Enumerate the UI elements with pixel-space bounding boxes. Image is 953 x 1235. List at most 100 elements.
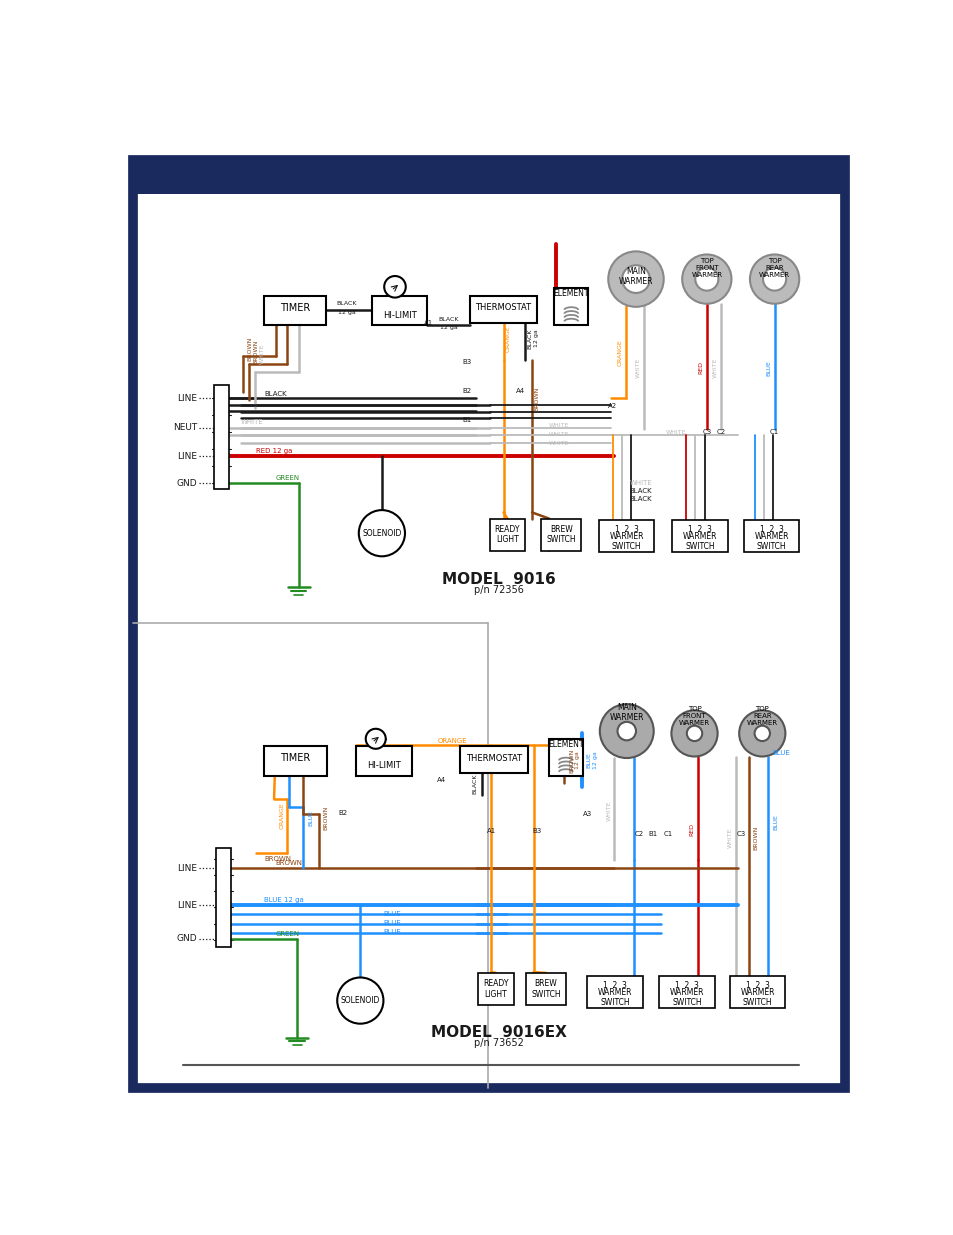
Text: READY
LIGHT: READY LIGHT — [482, 979, 508, 999]
Text: WHITE: WHITE — [259, 343, 264, 364]
Bar — [133, 159, 843, 194]
Bar — [587, 976, 642, 1008]
Circle shape — [754, 726, 769, 741]
Text: B3: B3 — [461, 359, 471, 366]
Text: THERMOSTAT: THERMOSTAT — [475, 303, 531, 312]
Text: LINE: LINE — [177, 452, 197, 461]
Text: A1: A1 — [486, 829, 496, 834]
Text: WARMER
SWITCH: WARMER SWITCH — [669, 988, 703, 1008]
Circle shape — [608, 252, 663, 306]
Text: BLUE: BLUE — [383, 929, 401, 935]
Text: C2: C2 — [716, 430, 724, 435]
Text: GND: GND — [176, 479, 197, 488]
Text: WHITE: WHITE — [548, 422, 569, 427]
Bar — [477, 973, 513, 1005]
Bar — [729, 976, 784, 1008]
Text: p/n 73652: p/n 73652 — [474, 1037, 523, 1049]
Text: BROWN: BROWN — [568, 748, 574, 773]
Text: BLUE: BLUE — [383, 910, 401, 916]
Text: RED: RED — [689, 824, 694, 836]
Circle shape — [336, 977, 383, 1024]
Text: BROWN: BROWN — [247, 336, 252, 361]
Text: THERMOSTAT: THERMOSTAT — [466, 753, 522, 762]
Text: 12 ga: 12 ga — [439, 325, 457, 330]
Text: TOP
REAR
WARMER: TOP REAR WARMER — [759, 258, 789, 278]
Text: C3: C3 — [701, 430, 711, 435]
Text: BLUE: BLUE — [772, 814, 778, 830]
Text: C3: C3 — [736, 830, 745, 836]
Text: BLACK: BLACK — [264, 390, 287, 396]
Text: C1: C1 — [769, 430, 779, 435]
Text: MAIN
WARMER: MAIN WARMER — [618, 267, 653, 287]
Text: WHITE: WHITE — [629, 480, 652, 487]
Text: MAIN
WARMER: MAIN WARMER — [609, 703, 643, 722]
Text: BLACK: BLACK — [629, 488, 652, 494]
Text: C1: C1 — [663, 830, 672, 836]
Circle shape — [695, 268, 718, 290]
Text: B1: B1 — [648, 830, 657, 836]
Bar — [469, 296, 537, 324]
Text: BLUE: BLUE — [308, 810, 313, 826]
Text: NEUT: NEUT — [172, 424, 197, 432]
Bar — [743, 520, 799, 552]
Text: WHITE: WHITE — [665, 430, 685, 435]
Bar — [540, 519, 580, 551]
Circle shape — [617, 721, 636, 740]
Text: WHITE: WHITE — [606, 800, 611, 820]
Bar — [598, 520, 654, 552]
Circle shape — [681, 254, 731, 304]
Text: LINE: LINE — [177, 863, 197, 873]
Text: WARMER
SWITCH: WARMER SWITCH — [609, 532, 643, 551]
Text: BLACK: BLACK — [438, 316, 458, 321]
Text: MODEL  9016: MODEL 9016 — [441, 572, 556, 587]
Bar — [356, 746, 412, 776]
Bar — [672, 520, 727, 552]
Text: A1: A1 — [423, 320, 433, 326]
Text: BLACK: BLACK — [472, 773, 476, 794]
Bar — [489, 519, 524, 551]
Text: GREEN: GREEN — [275, 931, 299, 936]
Text: WARMER
SWITCH: WARMER SWITCH — [682, 532, 717, 551]
Text: RED: RED — [698, 361, 703, 374]
Text: ELEMENT: ELEMENT — [553, 289, 588, 298]
Text: LINE: LINE — [177, 900, 197, 910]
Text: WHITE: WHITE — [727, 827, 732, 847]
Bar — [554, 288, 588, 325]
Text: ORANGE: ORANGE — [279, 803, 284, 829]
Text: WARMER
SWITCH: WARMER SWITCH — [598, 988, 632, 1008]
Circle shape — [686, 726, 701, 741]
Text: ORANGE: ORANGE — [505, 325, 510, 352]
Circle shape — [671, 710, 717, 757]
Bar — [460, 746, 528, 773]
Circle shape — [358, 510, 405, 556]
Text: MODEL  9016EX: MODEL 9016EX — [431, 1025, 566, 1040]
Text: B1: B1 — [461, 417, 471, 424]
Text: BLUE: BLUE — [586, 752, 591, 768]
Text: BROWN: BROWN — [253, 340, 258, 364]
Bar — [548, 739, 582, 776]
Text: BREW
SWITCH: BREW SWITCH — [546, 525, 576, 545]
Bar — [659, 976, 714, 1008]
Text: BLACK: BLACK — [629, 495, 652, 501]
Text: BROWN: BROWN — [534, 387, 538, 410]
Text: A4: A4 — [516, 388, 524, 394]
Text: WHITE: WHITE — [548, 441, 569, 446]
Text: TIMER: TIMER — [280, 753, 311, 763]
Text: BROWN: BROWN — [264, 856, 291, 862]
Text: HI-LIMIT: HI-LIMIT — [382, 311, 416, 320]
Text: ORANGE: ORANGE — [618, 338, 622, 366]
Bar — [213, 385, 229, 489]
Text: BROWN: BROWN — [275, 860, 302, 866]
Text: ELEMENT: ELEMENT — [548, 740, 583, 748]
Text: WARMER
SWITCH: WARMER SWITCH — [740, 988, 774, 1008]
Text: TOP
REAR
WARMER: TOP REAR WARMER — [746, 705, 777, 726]
Text: BLUE: BLUE — [772, 750, 789, 756]
Circle shape — [739, 710, 784, 757]
Text: 1  2  3: 1 2 3 — [759, 525, 782, 534]
Text: WHITE: WHITE — [241, 420, 263, 425]
Text: 12 ga: 12 ga — [337, 310, 355, 315]
Text: BROWN: BROWN — [753, 825, 758, 850]
Text: HI-LIMIT: HI-LIMIT — [367, 761, 400, 771]
Text: BLUE 12 ga: BLUE 12 ga — [264, 897, 303, 903]
Text: ORANGE: ORANGE — [437, 739, 467, 745]
